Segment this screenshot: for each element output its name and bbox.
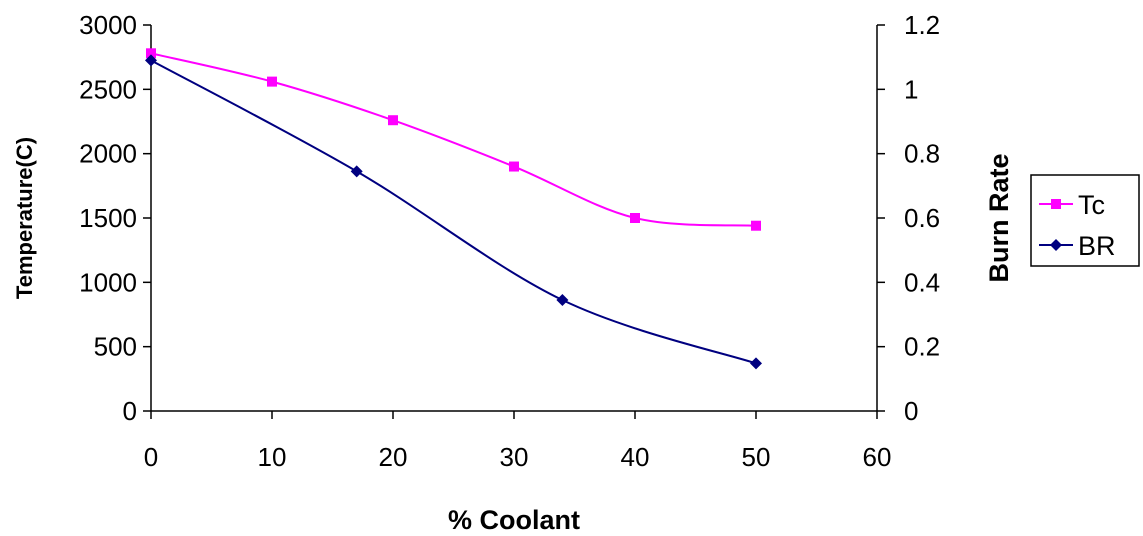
plot-area: 0 10 20 30 40 50 60 0 500 1000 1500 2000 2500 3000 0 0.…: [79, 10, 940, 472]
y-right-axis-title: Burn Rate: [984, 153, 1014, 282]
x-tick-label: 20: [379, 442, 408, 472]
legend-label-br: BR: [1078, 231, 1116, 261]
legend-box: [1030, 174, 1140, 267]
y-left-tick-label: 500: [94, 332, 137, 362]
data-point-br: [750, 357, 762, 370]
x-tick-label: 30: [500, 442, 529, 472]
y-left-axis-title: Temperature(C): [12, 137, 37, 299]
series-line-br: [150, 59, 757, 365]
x-tick-label: 60: [863, 442, 892, 472]
legend-marker-tc: [1051, 199, 1061, 209]
data-point-tc: [630, 213, 640, 223]
data-point-tc: [146, 48, 156, 59]
y-left-tick-label: 2000: [79, 139, 137, 169]
tick-labels: 0 10 20 30 40 50 60 0 500 1000 1500 2000 2500 3000 0 0.…: [79, 10, 940, 472]
series-lines: [150, 52, 757, 365]
series-line-tc: [150, 52, 757, 227]
y-right-tick-label: 1.2: [904, 10, 940, 40]
y-right-tick-label: 0: [904, 396, 918, 426]
x-tick-label: 0: [144, 442, 158, 472]
y-right-tick-label: 0.8: [904, 139, 940, 169]
legend-items: Tc BR: [1039, 190, 1116, 261]
x-tick-label: 10: [258, 442, 287, 472]
y-left-tick-label: 0: [123, 396, 137, 426]
x-tick-label: 50: [742, 442, 771, 472]
data-point-tc: [509, 161, 519, 172]
y-right-tick-label: 1: [904, 74, 918, 104]
data-point-br: [145, 54, 157, 67]
data-point-br: [556, 294, 569, 307]
legend: Tc BR: [1030, 174, 1140, 267]
data-point-tc: [388, 115, 398, 126]
legend-marker-br: [1050, 239, 1062, 251]
x-tick-label: 40: [621, 442, 650, 472]
legend-label-tc: Tc: [1078, 190, 1105, 220]
y-left-tick-label: 3000: [79, 10, 137, 40]
data-point-tc: [267, 76, 277, 87]
y-left-tick-label: 2500: [79, 74, 137, 104]
data-point-tc: [751, 220, 761, 231]
x-axis-title: % Coolant: [448, 505, 580, 535]
tick-marks: [143, 24, 885, 419]
y-left-tick-label: 1500: [79, 203, 137, 233]
y-right-tick-label: 0.2: [904, 332, 940, 362]
series-markers: [145, 48, 762, 370]
y-left-tick-label: 1000: [79, 267, 137, 297]
y-right-tick-label: 0.6: [904, 203, 940, 233]
y-right-tick-label: 0.4: [904, 267, 940, 297]
data-point-br: [350, 165, 363, 178]
